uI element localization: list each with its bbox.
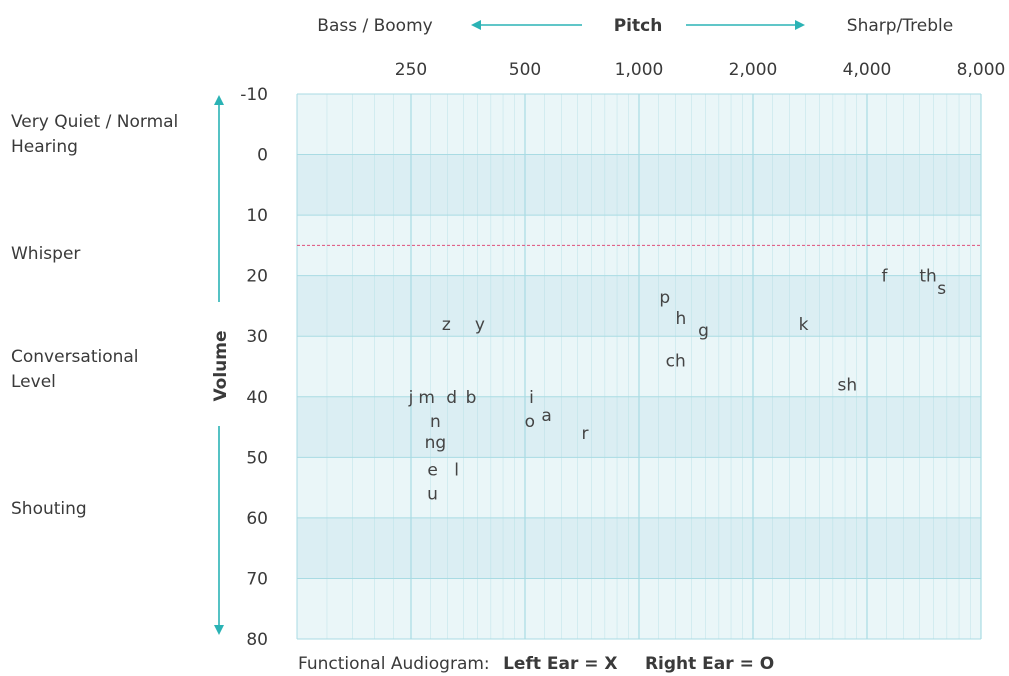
y-tick-label: 60 <box>246 509 268 529</box>
speech-sound-point: m <box>418 388 435 408</box>
y-tick-label: 30 <box>246 327 268 347</box>
speech-sound-point: p <box>659 288 670 308</box>
y-tick-label: 0 <box>257 146 268 166</box>
footer-title: Functional Audiogram: <box>298 654 490 674</box>
speech-sound-point: l <box>454 460 459 480</box>
x-tick-label: 8,000 <box>957 60 1006 80</box>
audiogram-footer: Functional Audiogram: Left Ear = X Right… <box>298 654 774 674</box>
level-whisper: Whisper <box>11 244 80 264</box>
speech-sound-point: f <box>882 267 889 287</box>
y-tick-label: 50 <box>246 448 268 468</box>
y-tick-label: 10 <box>246 206 268 226</box>
speech-sound-point: g <box>698 321 709 341</box>
speech-sound-point: ch <box>666 351 686 371</box>
speech-sound-point: k <box>799 315 809 335</box>
level-shouting: Shouting <box>11 499 87 519</box>
level-very-quiet: Very Quiet / Normal Hearing <box>11 112 184 157</box>
speech-sound-point: a <box>541 406 551 426</box>
legend-left-ear: Left Ear = X <box>503 654 617 674</box>
x-tick-label: 4,000 <box>843 60 892 80</box>
volume-axis-title: Volume <box>211 330 231 401</box>
speech-sound-point: b <box>466 388 477 408</box>
speech-sound-point: o <box>525 412 535 432</box>
speech-sound-point: j <box>408 388 414 408</box>
x-tick-label: 500 <box>509 60 541 80</box>
y-tick-label: -10 <box>240 85 268 105</box>
speech-sound-point: d <box>446 388 457 408</box>
plot-grid <box>296 93 982 640</box>
legend-right-ear: Right Ear = O <box>645 654 774 674</box>
speech-sound-point: ng <box>425 433 447 453</box>
x-tick-labels: 250 500 1,000 2,000 4,000 8,000 <box>395 60 1006 80</box>
y-tick-label: 80 <box>246 630 268 650</box>
speech-sound-point: sh <box>838 376 858 396</box>
speech-sound-point: th <box>919 267 936 287</box>
speech-sound-point: i <box>529 388 534 408</box>
y-tick-label: 20 <box>246 267 268 287</box>
speech-sound-point: u <box>427 485 438 505</box>
speech-sound-point: z <box>442 315 451 335</box>
pitch-right-label: Sharp/Treble <box>847 16 953 36</box>
speech-sound-point: s <box>937 279 946 299</box>
x-tick-label: 2,000 <box>729 60 778 80</box>
speech-sound-point: r <box>581 424 588 444</box>
x-tick-label: 250 <box>395 60 427 80</box>
y-tick-label: 70 <box>246 569 268 589</box>
pitch-left-label: Bass / Boomy <box>317 16 432 36</box>
speech-sound-point: y <box>475 315 485 335</box>
level-conversational: Conversational Level <box>11 347 144 392</box>
speech-sound-point: h <box>675 309 686 329</box>
y-tick-labels: -10 0 10 20 30 40 50 60 70 80 <box>240 85 268 650</box>
speech-sound-point: n <box>430 412 441 432</box>
y-tick-label: 40 <box>246 388 268 408</box>
x-tick-label: 1,000 <box>615 60 664 80</box>
speech-sound-point: e <box>427 460 437 480</box>
pitch-axis-title: Pitch <box>614 16 663 36</box>
